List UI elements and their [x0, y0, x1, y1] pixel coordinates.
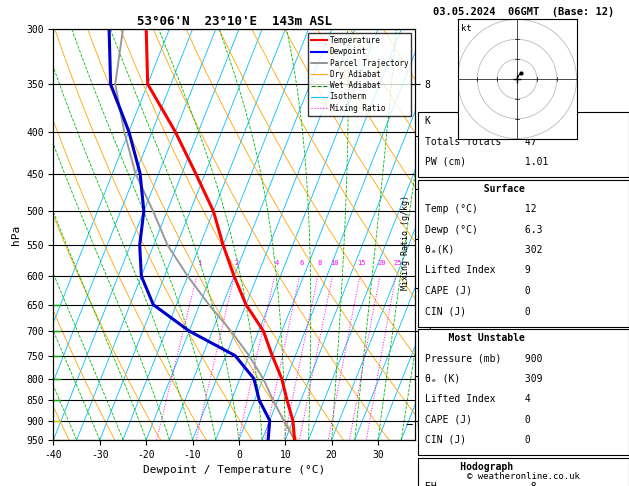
Text: K                -12: K -12 — [425, 116, 542, 126]
Text: Totals Totals    47: Totals Totals 47 — [425, 137, 537, 147]
Bar — [418, 458, 629, 486]
Text: 15: 15 — [357, 260, 366, 266]
Text: 8: 8 — [318, 260, 322, 266]
Y-axis label: km
ASL: km ASL — [438, 224, 456, 245]
Text: 4: 4 — [274, 260, 279, 266]
Text: Lifted Index     4: Lifted Index 4 — [425, 394, 530, 404]
Text: CIN (J)          0: CIN (J) 0 — [425, 306, 530, 316]
Text: LCL: LCL — [416, 420, 431, 429]
Text: PW (cm)          1.01: PW (cm) 1.01 — [425, 157, 548, 167]
Text: 2: 2 — [235, 260, 238, 266]
Text: Most Unstable: Most Unstable — [425, 333, 525, 343]
Text: 25: 25 — [393, 260, 402, 266]
Text: © weatheronline.co.uk: © weatheronline.co.uk — [467, 472, 580, 481]
Text: Lifted Index     9: Lifted Index 9 — [425, 265, 530, 276]
Legend: Temperature, Dewpoint, Parcel Trajectory, Dry Adiabat, Wet Adiabat, Isotherm, Mi: Temperature, Dewpoint, Parcel Trajectory… — [308, 33, 411, 116]
Text: CAPE (J)         0: CAPE (J) 0 — [425, 415, 530, 425]
Text: Hodograph: Hodograph — [425, 462, 513, 472]
Title: 53°06'N  23°10'E  143m ASL: 53°06'N 23°10'E 143m ASL — [136, 15, 332, 28]
Text: 6: 6 — [299, 260, 304, 266]
Text: EH               -8: EH -8 — [425, 482, 537, 486]
Text: kt: kt — [461, 24, 472, 33]
Text: 10: 10 — [330, 260, 338, 266]
Text: θₑ(K)            302: θₑ(K) 302 — [425, 245, 542, 255]
Text: Pressure (mb)    900: Pressure (mb) 900 — [425, 353, 542, 364]
X-axis label: Dewpoint / Temperature (°C): Dewpoint / Temperature (°C) — [143, 465, 325, 475]
Y-axis label: hPa: hPa — [11, 225, 21, 244]
Text: CAPE (J)         0: CAPE (J) 0 — [425, 286, 530, 296]
Bar — [418, 180, 629, 327]
Bar — [418, 112, 629, 177]
Text: Surface: Surface — [425, 184, 525, 194]
Text: 1: 1 — [197, 260, 201, 266]
Bar — [418, 329, 629, 455]
Text: Dewp (°C)        6.3: Dewp (°C) 6.3 — [425, 225, 542, 235]
Text: 03.05.2024  06GMT  (Base: 12): 03.05.2024 06GMT (Base: 12) — [433, 7, 615, 17]
Text: CIN (J)          0: CIN (J) 0 — [425, 435, 530, 445]
Text: θₑ (K)           309: θₑ (K) 309 — [425, 374, 542, 384]
Text: 20: 20 — [377, 260, 386, 266]
Text: Mixing Ratio (g/kg): Mixing Ratio (g/kg) — [401, 195, 410, 291]
Text: Temp (°C)        12: Temp (°C) 12 — [425, 204, 537, 214]
